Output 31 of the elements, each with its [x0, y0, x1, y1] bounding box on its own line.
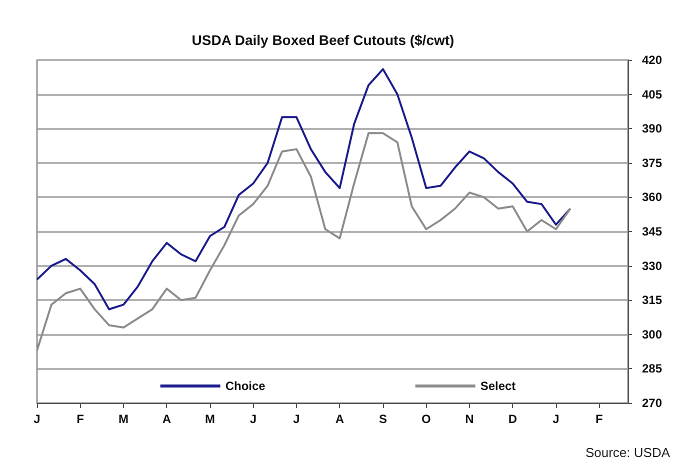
chart-title: USDA Daily Boxed Beef Cutouts ($/cwt) — [192, 32, 454, 48]
x-tick-label: M — [204, 412, 215, 426]
x-tick-label: J — [34, 412, 40, 426]
source-note: Source: USDA — [585, 445, 670, 460]
x-tick-label: J — [552, 412, 560, 426]
y-tick-label: 420 — [642, 53, 662, 67]
x-tick-label: S — [378, 412, 387, 426]
x-tick-label: J — [250, 412, 257, 426]
y-tick-label: 270 — [642, 396, 662, 410]
line-series — [36, 132, 572, 352]
line-series — [36, 68, 572, 310]
x-tick-label: F — [596, 412, 603, 426]
legend-label: Choice — [225, 379, 266, 393]
x-tick-label: A — [162, 412, 172, 426]
x-tick-label: F — [76, 412, 84, 426]
y-tick-label: 390 — [642, 122, 662, 136]
x-tick-label: O — [422, 412, 431, 426]
y-tick-label: 300 — [642, 327, 662, 342]
y-tick-label: 315 — [642, 293, 662, 308]
y-tick-label: 285 — [642, 362, 662, 376]
y-tick-label: 330 — [642, 258, 662, 273]
legend-label: Select — [480, 379, 516, 393]
x-tick-label: A — [335, 412, 344, 426]
y-tick-label: 345 — [642, 224, 662, 238]
y-tick-label: 405 — [642, 87, 662, 102]
x-tick-label: D — [508, 412, 518, 426]
x-tick-label: N — [465, 412, 474, 426]
x-tick-label: J — [293, 412, 300, 426]
y-tick-label: 360 — [642, 190, 662, 204]
y-tick-label: 375 — [642, 156, 662, 170]
x-tick-label: M — [118, 412, 128, 426]
